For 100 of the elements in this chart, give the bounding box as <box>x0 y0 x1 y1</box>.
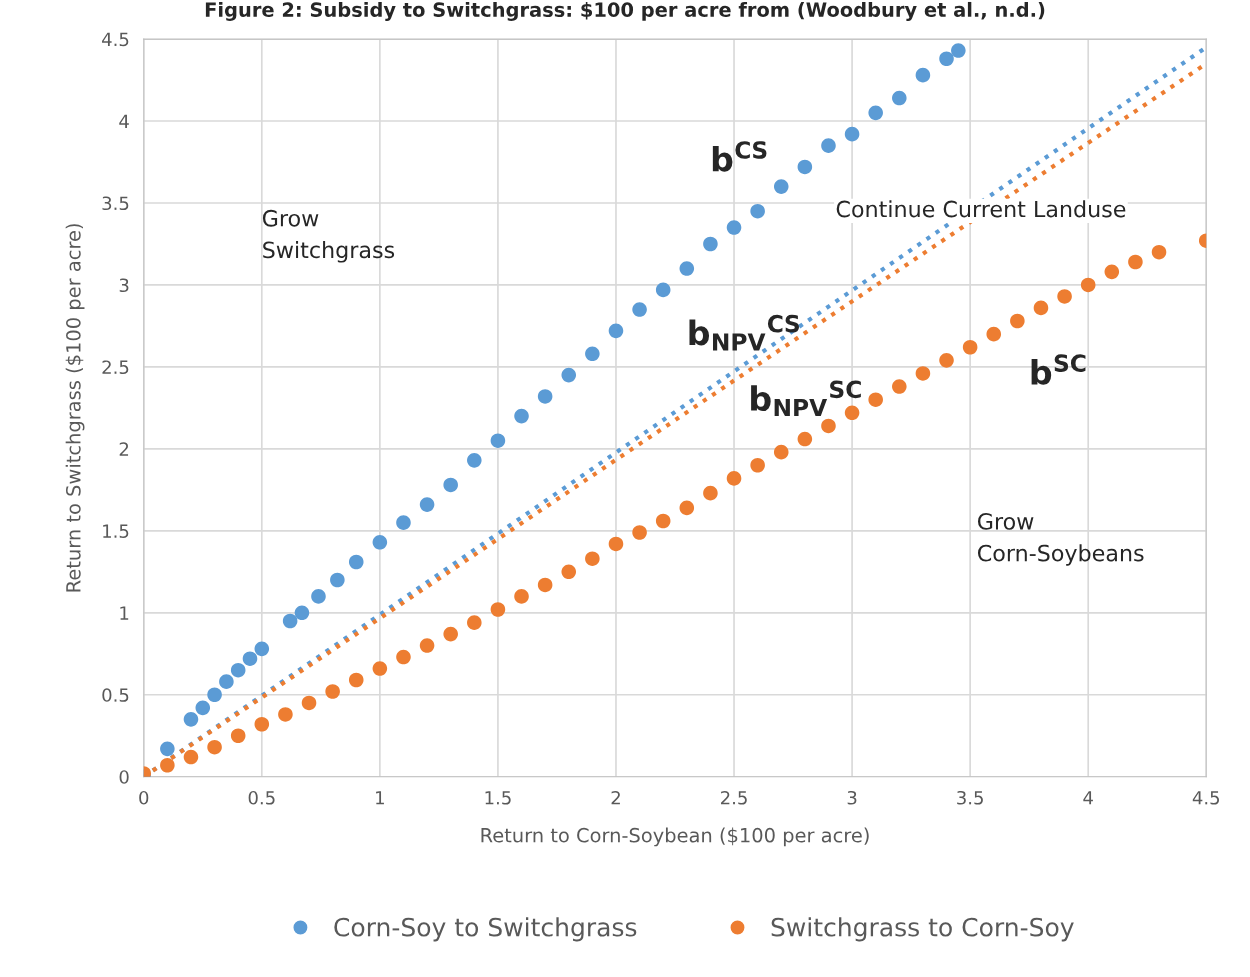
point <box>419 638 435 653</box>
point <box>254 641 270 657</box>
point <box>915 366 931 381</box>
point <box>467 453 482 468</box>
point <box>561 367 577 383</box>
point <box>1104 264 1120 280</box>
annotation: Continue Current Landuse <box>836 200 1126 218</box>
point <box>915 67 931 83</box>
point <box>242 651 258 666</box>
point <box>443 626 458 642</box>
point <box>608 536 624 552</box>
point <box>939 353 954 368</box>
point <box>750 457 765 473</box>
point <box>868 392 883 407</box>
y-tick-label: 1 <box>120 606 129 620</box>
point <box>537 577 553 593</box>
point <box>844 405 860 421</box>
x-tick-label: 3.5 <box>957 790 983 805</box>
point <box>230 662 246 678</box>
point <box>207 739 222 755</box>
point <box>679 500 695 516</box>
y-tick-label: 1.5 <box>103 524 129 538</box>
annotation: b$^{CS}$ <box>712 141 767 172</box>
point <box>608 323 624 339</box>
point <box>219 674 234 689</box>
point <box>514 408 529 424</box>
point <box>1010 313 1025 329</box>
x-tick-label: 4 <box>1083 791 1093 805</box>
point <box>585 346 600 362</box>
point <box>1151 244 1167 260</box>
point <box>632 302 647 317</box>
annotation: Grow Switchgrass <box>262 209 395 263</box>
point <box>160 757 175 773</box>
y-tick-label: 3.5 <box>102 196 129 211</box>
point <box>726 220 742 235</box>
point <box>655 282 671 298</box>
point <box>655 513 671 529</box>
x-tick-label: 2 <box>611 790 620 805</box>
point <box>892 90 907 106</box>
point <box>821 138 836 153</box>
y-tick-label: 4 <box>119 114 129 128</box>
y-tick-label: 0.5 <box>102 688 129 702</box>
point <box>844 126 860 142</box>
point <box>396 649 411 665</box>
point <box>254 716 270 732</box>
point <box>1128 254 1143 270</box>
point <box>750 203 765 219</box>
point <box>537 389 553 404</box>
point <box>348 672 364 688</box>
point <box>183 749 199 765</box>
point <box>703 236 718 252</box>
point <box>467 615 482 630</box>
point <box>773 179 789 194</box>
point <box>585 551 600 566</box>
point <box>282 613 298 629</box>
point <box>490 602 506 617</box>
point <box>797 431 813 447</box>
point <box>160 741 175 757</box>
point <box>348 554 364 570</box>
x-tick-label: 4.5 <box>1192 791 1220 805</box>
point <box>330 572 345 588</box>
point <box>396 515 411 530</box>
point <box>372 535 388 550</box>
point <box>1080 277 1096 293</box>
x-tick-label: 2.5 <box>720 790 747 805</box>
point <box>632 525 647 540</box>
point <box>892 379 907 394</box>
point <box>443 477 458 493</box>
y-axis-title: Return to Switchgrass ($100 per acre) <box>65 224 85 592</box>
point <box>325 684 340 699</box>
point <box>294 605 310 621</box>
chart-title: Figure 2: Subsidy to Switchgrass: $100 per acre from (Woodbury et al., n.d.) <box>205 1 1045 21</box>
point <box>821 418 836 434</box>
point <box>679 261 695 276</box>
x-tick-label: 0 <box>139 790 149 805</box>
point <box>962 339 978 355</box>
point <box>230 728 246 744</box>
point <box>773 444 789 460</box>
point <box>195 700 211 716</box>
x-tick-label: 1 <box>376 791 384 805</box>
x-axis-title: Return to Corn-Soybean ($100 per acre) <box>481 827 869 847</box>
y-tick-label: 4.5 <box>102 32 129 47</box>
annotation: b$_{NPV}$$^{SC}$ <box>751 380 861 417</box>
point <box>278 707 293 722</box>
point <box>868 105 883 121</box>
annotation: b$^{SC}$ <box>1031 354 1086 385</box>
legend-label: Corn-Soy to Switchgrass <box>334 917 637 942</box>
point <box>207 687 222 703</box>
point <box>703 485 718 501</box>
point <box>311 589 326 604</box>
point <box>1057 289 1072 304</box>
point <box>561 564 577 580</box>
point <box>183 712 199 727</box>
y-tick-label: 2 <box>119 442 129 456</box>
point <box>726 471 742 486</box>
point <box>1033 300 1049 316</box>
point <box>490 433 506 448</box>
point <box>419 497 435 512</box>
annotation: Grow Corn-Soybeans <box>978 513 1144 566</box>
y-tick-label: 3 <box>119 278 129 293</box>
